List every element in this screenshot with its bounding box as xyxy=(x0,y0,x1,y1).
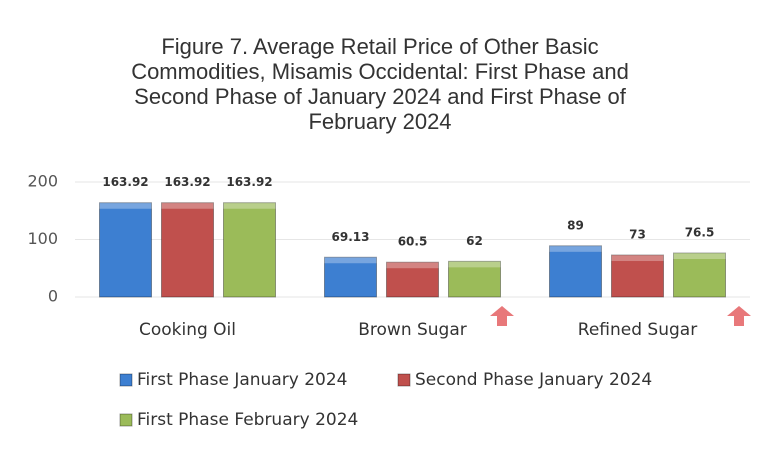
legend-swatch xyxy=(119,373,133,387)
bar xyxy=(611,254,664,298)
bar-top xyxy=(673,253,726,260)
legend-swatch xyxy=(119,413,133,427)
value-label: 76.5 xyxy=(685,226,715,240)
value-label: 69.13 xyxy=(332,230,370,244)
legend-label: First Phase January 2024 xyxy=(137,370,347,390)
legend-swatch xyxy=(397,373,411,387)
x-tick-label: Brown Sugar xyxy=(358,320,467,340)
y-tick-label: 0 xyxy=(48,287,58,306)
value-label: 89 xyxy=(567,218,584,232)
legend-label: First Phase February 2024 xyxy=(137,410,358,430)
bar xyxy=(324,256,377,298)
bar-top xyxy=(611,255,664,262)
value-label: 163.92 xyxy=(164,175,210,189)
value-label: 73 xyxy=(629,228,646,242)
bar-top xyxy=(386,262,439,269)
chart-title: Figure 7. Average Retail Price of Other … xyxy=(131,34,629,134)
bar-top xyxy=(448,261,501,268)
value-label: 163.92 xyxy=(102,175,148,189)
bar-top xyxy=(324,257,377,264)
value-label: 60.5 xyxy=(398,235,428,249)
bar xyxy=(161,202,214,298)
x-tick-label: Cooking Oil xyxy=(139,320,236,340)
y-tick-label: 100 xyxy=(27,229,58,248)
value-label: 163.92 xyxy=(226,175,272,189)
y-tick-label: 200 xyxy=(27,172,58,191)
bar xyxy=(386,261,439,298)
bar xyxy=(448,260,501,298)
bar xyxy=(673,252,726,298)
legend-label: Second Phase January 2024 xyxy=(415,370,652,390)
bar-top xyxy=(223,202,276,209)
x-tick-label: Refined Sugar xyxy=(578,320,697,340)
bar xyxy=(99,202,152,298)
bar-top xyxy=(99,202,152,209)
bar xyxy=(223,202,276,298)
bar-top xyxy=(161,202,214,209)
bar xyxy=(549,245,602,298)
value-label: 62 xyxy=(466,234,483,248)
arrow xyxy=(490,306,751,326)
bar-top xyxy=(549,245,602,252)
